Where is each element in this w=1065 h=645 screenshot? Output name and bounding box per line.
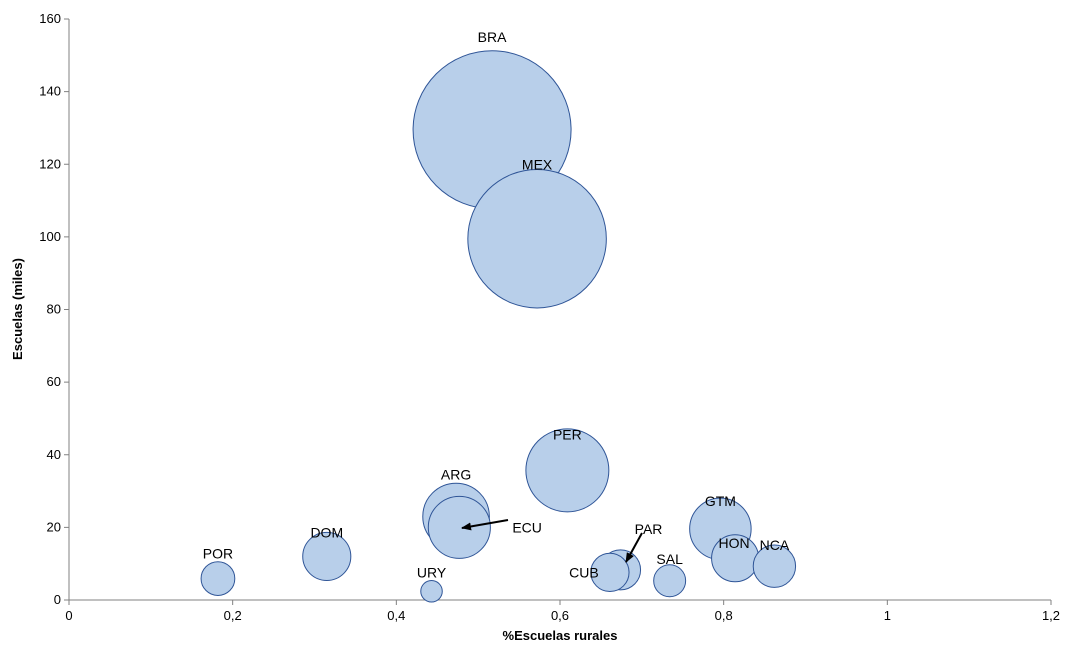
bubble-mex (467, 168, 607, 309)
y-tick-label: 0 (54, 592, 61, 607)
label-ury: URY (417, 564, 447, 580)
par-callout-arrow (625, 532, 643, 563)
y-tick-label: 120 (39, 156, 61, 171)
bubble-ecu (427, 495, 491, 559)
y-tick-label: 100 (39, 229, 61, 244)
x-tick-label: 1,2 (1042, 608, 1060, 623)
bubble-nca (752, 544, 797, 588)
label-per: PER (553, 426, 582, 442)
x-tick-label: 0,4 (387, 608, 405, 623)
y-axis-title: Escuelas (miles) (10, 258, 25, 360)
label-cub: CUB (569, 564, 599, 580)
label-dom: DOM (310, 524, 343, 540)
x-axis-title: %Escuelas rurales (503, 628, 618, 643)
y-tick-label: 160 (39, 11, 61, 26)
y-tick-label: 60 (47, 374, 61, 389)
y-tick-label: 20 (47, 519, 61, 534)
bubble-ury (420, 580, 443, 603)
y-tick-label: 80 (47, 302, 61, 317)
point-labels: BRA MEX PER ARG ECU GTM DOM HON NCA PAR CUB POR SAL U… (203, 29, 790, 581)
label-hon: HON (719, 535, 750, 551)
x-tick-label: 0,6 (551, 608, 569, 623)
x-tick-label: 0 (65, 608, 72, 623)
ticks: 0 0,2 0,4 0,6 0,8 1 1,2 0 20 40 60 80 100 120 140 160 (39, 11, 1060, 623)
x-tick-label: 0,2 (224, 608, 242, 623)
bubble-cub (590, 552, 630, 593)
label-por: POR (203, 546, 233, 562)
ecu-callout-arrow (461, 519, 509, 531)
callout-arrows (461, 519, 643, 563)
label-sal: SAL (656, 551, 683, 567)
bubble-por (200, 561, 236, 596)
label-bra: BRA (478, 29, 507, 45)
bubble-per (525, 428, 610, 513)
bubble-sal (653, 564, 687, 598)
label-gtm: GTM (705, 493, 736, 509)
x-tick-label: 0,8 (715, 608, 733, 623)
bubble-dom (302, 531, 352, 581)
label-par: PAR (635, 521, 663, 537)
y-tick-label: 140 (39, 84, 61, 99)
label-ecu: ECU (512, 519, 542, 535)
y-tick-label: 40 (47, 447, 61, 462)
label-mex: MEX (522, 157, 553, 173)
label-nca: NCA (760, 537, 790, 553)
label-arg: ARG (441, 466, 471, 482)
bubbles (200, 50, 797, 603)
x-tick-label: 1 (884, 608, 891, 623)
